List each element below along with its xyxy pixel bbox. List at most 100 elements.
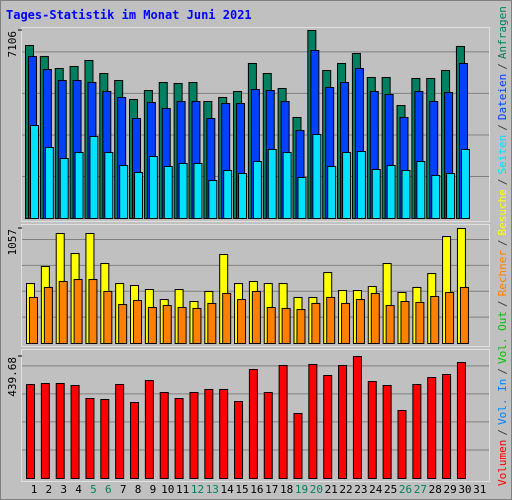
bar <box>281 307 291 344</box>
bar <box>115 383 125 480</box>
bar <box>163 165 173 220</box>
bar <box>44 146 54 219</box>
legend-separator: / <box>496 429 509 436</box>
bar <box>248 369 258 479</box>
x-tick-label: 12 <box>191 483 204 496</box>
bar <box>58 280 68 344</box>
x-tick-label: 5 <box>90 483 97 496</box>
bar <box>89 135 99 219</box>
bar <box>148 155 158 220</box>
x-tick-label: 8 <box>135 483 142 496</box>
bar <box>370 292 380 344</box>
bar <box>371 169 381 219</box>
x-tick-label: 18 <box>280 483 293 496</box>
x-tick-label: 27 <box>414 483 427 496</box>
bar <box>400 301 410 344</box>
bar <box>192 307 202 344</box>
legend-entry: Vol. Out <box>496 311 509 364</box>
bar <box>251 290 261 344</box>
bar <box>355 299 365 344</box>
bar <box>189 392 199 480</box>
bar <box>73 279 83 344</box>
x-tick-label: 7 <box>120 483 127 496</box>
x-tick-label: 23 <box>354 483 367 496</box>
bar <box>174 398 184 479</box>
bar <box>456 361 466 480</box>
bar <box>208 180 218 219</box>
legend-separator: / <box>496 368 509 375</box>
bar <box>100 399 110 479</box>
bar <box>118 304 128 344</box>
bar <box>103 290 113 344</box>
legend-separator: / <box>496 178 509 185</box>
bar <box>130 401 140 479</box>
bar <box>162 305 172 344</box>
bar <box>415 301 425 344</box>
bar <box>430 295 440 344</box>
x-tick-label: 9 <box>150 483 157 496</box>
x-tick-label: 13 <box>206 483 219 496</box>
bar <box>282 151 292 219</box>
bar <box>401 170 411 219</box>
x-tick-label: 25 <box>384 483 397 496</box>
x-tick-label: 10 <box>161 483 174 496</box>
bar <box>207 302 217 344</box>
bar <box>133 300 143 344</box>
bar <box>352 356 362 479</box>
x-tick-label: 31 <box>473 483 486 496</box>
bar <box>416 160 426 219</box>
bar <box>427 376 437 479</box>
bar <box>159 392 169 480</box>
y-tick-label: 7106 <box>6 31 19 58</box>
legend-separator: / <box>496 300 509 307</box>
bar <box>70 384 80 479</box>
bar <box>30 125 39 219</box>
x-tick-label: 26 <box>399 483 412 496</box>
bar <box>356 150 366 219</box>
bar <box>252 160 262 219</box>
x-tick-label: 28 <box>429 483 442 496</box>
legend-entry: Vol. In <box>496 379 509 425</box>
bar <box>326 296 336 344</box>
bar <box>178 162 188 219</box>
legend-separator: / <box>496 239 509 246</box>
bar <box>296 309 306 344</box>
bar <box>29 296 38 344</box>
legend-entry: Seiten <box>496 135 509 175</box>
bar <box>104 151 114 219</box>
x-tick-label: 17 <box>265 483 278 496</box>
bar <box>308 363 318 479</box>
bar <box>204 388 214 479</box>
bar <box>460 149 470 219</box>
x-tick-label: 20 <box>310 483 323 496</box>
bar <box>431 175 441 219</box>
bar <box>267 149 277 219</box>
bar <box>234 401 244 480</box>
bar <box>382 384 392 479</box>
bar <box>397 409 407 479</box>
bar <box>293 412 303 480</box>
bar <box>266 306 276 344</box>
chart-title: Tages-Statistik im Monat Juni 2021 <box>6 8 252 22</box>
bar <box>238 172 248 219</box>
bar <box>459 286 469 344</box>
bar <box>367 380 377 479</box>
x-tick-label: 30 <box>458 483 471 496</box>
bar <box>341 302 351 344</box>
x-tick-label: 14 <box>221 483 235 496</box>
bar <box>219 388 229 479</box>
bar <box>278 364 288 479</box>
bar <box>40 382 50 480</box>
x-tick-label: 6 <box>105 483 112 496</box>
x-tick-label: 19 <box>295 483 308 496</box>
bar <box>74 151 84 219</box>
x-tick-label: 21 <box>325 483 338 496</box>
bar <box>193 162 203 219</box>
bar <box>88 279 98 344</box>
bar <box>297 176 307 219</box>
bar <box>442 374 452 479</box>
legend-separator: / <box>496 124 509 131</box>
bar <box>85 398 95 479</box>
bar <box>223 170 233 219</box>
x-tick-label: 1 <box>31 483 38 496</box>
